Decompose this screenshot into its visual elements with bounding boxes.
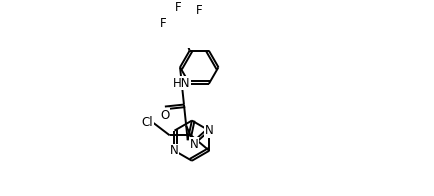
Text: N: N [205, 124, 214, 137]
Text: F: F [196, 4, 202, 17]
Text: Cl: Cl [142, 116, 154, 129]
Text: F: F [160, 17, 166, 30]
Text: N: N [170, 144, 179, 157]
Text: N: N [190, 138, 199, 151]
Text: HN: HN [173, 77, 191, 90]
Text: O: O [160, 109, 170, 122]
Text: F: F [174, 1, 181, 15]
